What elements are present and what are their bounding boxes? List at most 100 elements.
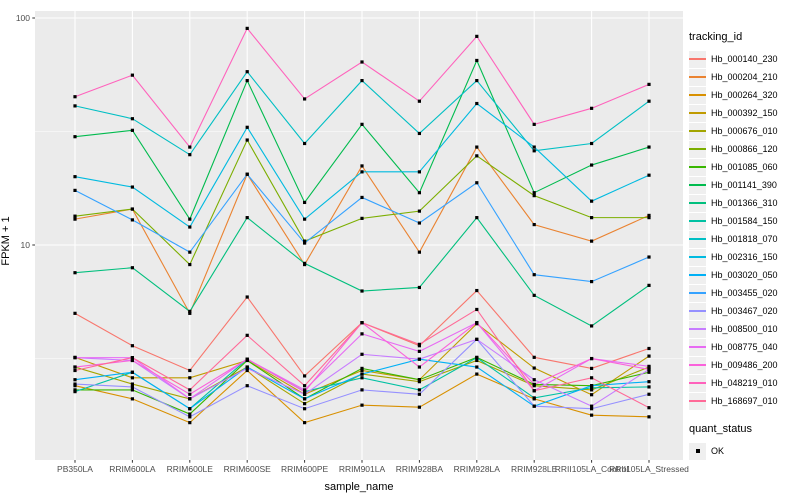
data-point-marker bbox=[360, 352, 364, 356]
data-point-marker bbox=[188, 376, 192, 380]
data-point-marker bbox=[647, 283, 651, 287]
legend-label: Hb_000392_150 bbox=[711, 108, 778, 118]
legend-label: Hb_001366_310 bbox=[711, 198, 778, 208]
legend-key bbox=[689, 50, 706, 68]
data-point-marker bbox=[360, 60, 364, 64]
data-point-marker bbox=[303, 390, 307, 394]
data-point-marker bbox=[245, 368, 249, 373]
x-tick-label: RRIM600PE bbox=[281, 464, 329, 474]
legend-label: Hb_008500_010 bbox=[711, 324, 778, 334]
data-point-marker bbox=[590, 356, 594, 361]
legend-entry: Hb_003020_050 bbox=[689, 266, 799, 284]
data-point-marker bbox=[303, 261, 307, 265]
legend-entry: Hb_168697_010 bbox=[689, 392, 799, 410]
data-point-marker bbox=[303, 402, 307, 406]
data-point-marker bbox=[647, 364, 651, 368]
data-point-marker bbox=[130, 382, 134, 386]
data-point-marker bbox=[73, 217, 77, 221]
legend-entry: Hb_000264_320 bbox=[689, 86, 799, 104]
data-point-marker bbox=[73, 214, 77, 218]
data-point-marker bbox=[73, 378, 77, 382]
legend-key bbox=[689, 212, 706, 230]
quant-status-label: OK bbox=[711, 446, 725, 456]
legend-entry: Hb_002316_150 bbox=[689, 248, 799, 266]
data-point-marker bbox=[417, 349, 421, 353]
data-point-marker bbox=[532, 122, 536, 126]
legend-key bbox=[689, 302, 706, 320]
x-tick-label: PB350LA bbox=[57, 464, 93, 474]
legend-key bbox=[689, 266, 706, 284]
data-point-marker bbox=[188, 311, 192, 315]
data-point-marker bbox=[73, 135, 77, 139]
data-point-marker bbox=[647, 380, 651, 384]
data-point-marker bbox=[647, 367, 651, 372]
data-point-marker bbox=[73, 104, 77, 108]
legend-entry: Hb_000392_150 bbox=[689, 104, 799, 122]
data-point-marker bbox=[417, 388, 421, 392]
legend-key bbox=[689, 392, 706, 410]
legend-label: Hb_048219_010 bbox=[711, 378, 778, 388]
data-point-marker bbox=[647, 346, 651, 351]
data-point-marker bbox=[475, 307, 479, 312]
data-point-marker bbox=[475, 321, 479, 325]
data-point-marker bbox=[417, 191, 421, 195]
data-point-marker bbox=[532, 378, 536, 382]
data-point-marker bbox=[188, 412, 192, 416]
data-point-marker bbox=[73, 390, 77, 394]
data-point-marker bbox=[188, 262, 192, 267]
data-point-marker bbox=[245, 357, 249, 361]
data-point-marker bbox=[647, 406, 651, 410]
legend-key bbox=[689, 68, 706, 86]
data-point-marker bbox=[360, 368, 364, 373]
data-point-marker bbox=[188, 421, 192, 425]
data-point-marker bbox=[475, 145, 479, 149]
data-point-marker bbox=[647, 255, 651, 259]
legend-entry: Hb_008775_040 bbox=[689, 338, 799, 356]
data-point-marker bbox=[360, 216, 364, 220]
legend-entry: Hb_048219_010 bbox=[689, 374, 799, 392]
data-point-marker bbox=[532, 404, 536, 408]
data-point-marker bbox=[647, 385, 651, 389]
legend-entry: Hb_000866_120 bbox=[689, 140, 799, 158]
data-point-marker bbox=[360, 388, 364, 392]
legend-entry: Hb_003467_020 bbox=[689, 302, 799, 320]
data-point-marker bbox=[417, 131, 421, 136]
data-point-marker bbox=[303, 239, 307, 243]
quant-status-key bbox=[689, 442, 706, 460]
data-point-marker bbox=[130, 356, 134, 360]
data-point-marker bbox=[417, 250, 421, 254]
legend-label: Hb_003455_020 bbox=[711, 288, 778, 298]
x-tick-label: RRIM600LE bbox=[167, 464, 214, 474]
data-point-marker bbox=[417, 342, 421, 346]
data-point-marker bbox=[188, 388, 192, 392]
data-point-marker bbox=[245, 125, 249, 129]
legend-title: tracking_id bbox=[689, 31, 743, 43]
legend-swatch-line bbox=[689, 238, 706, 240]
data-point-marker bbox=[590, 366, 594, 371]
data-point-marker bbox=[303, 407, 307, 411]
legend-label: Hb_001141_390 bbox=[711, 180, 777, 190]
data-point-marker bbox=[360, 164, 364, 168]
legend-key bbox=[689, 338, 706, 356]
x-tick-label: RRIM600LA bbox=[109, 464, 156, 474]
legend-label: Hb_000140_230 bbox=[711, 54, 778, 64]
data-point-marker bbox=[303, 200, 307, 205]
data-point-marker bbox=[188, 153, 192, 157]
x-axis-title: sample_name bbox=[324, 481, 394, 493]
data-point-marker bbox=[417, 357, 421, 361]
data-point-marker bbox=[303, 217, 307, 221]
data-point-marker bbox=[130, 218, 134, 222]
data-point-marker bbox=[532, 396, 536, 400]
data-point-marker bbox=[130, 266, 134, 270]
data-point-marker bbox=[590, 141, 594, 146]
legend-label: Hb_002316_150 bbox=[711, 252, 778, 262]
data-point-marker bbox=[130, 344, 134, 348]
data-point-marker bbox=[188, 407, 192, 411]
data-point-marker bbox=[360, 403, 364, 407]
data-point-marker bbox=[590, 404, 594, 408]
data-point-marker bbox=[532, 191, 536, 195]
legend-swatch-line bbox=[689, 148, 706, 150]
data-point-marker bbox=[590, 216, 594, 220]
